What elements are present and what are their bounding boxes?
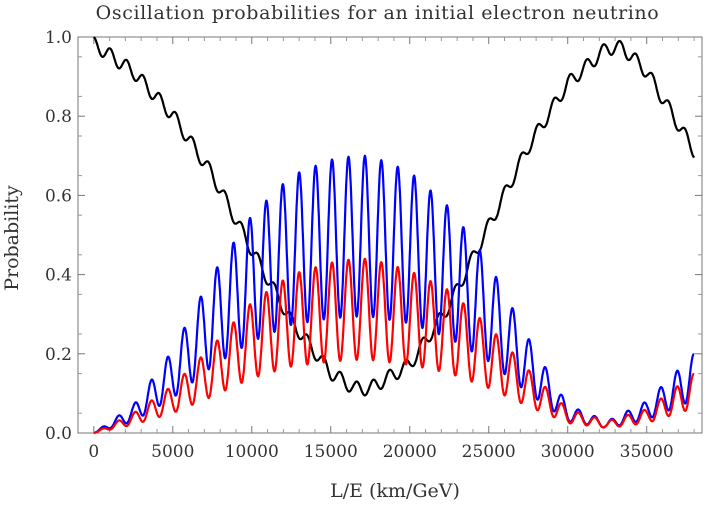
- x-tick-label: 10000: [225, 442, 279, 462]
- y-tick-label: 0.6: [45, 186, 72, 206]
- chart-title: Oscillation probabilities for an initial…: [95, 2, 660, 24]
- x-axis-label: L/E (km/GeV): [330, 480, 460, 502]
- series-group: [92, 36, 695, 435]
- y-tick-label: 0.0: [45, 424, 72, 444]
- y-tick-label: 0.8: [45, 107, 72, 127]
- x-tick-label: 20000: [383, 442, 437, 462]
- x-axis-ticks: 0 5000 10000 15000 20000 25000 30000 35000: [88, 37, 695, 462]
- series-line-2: [92, 257, 695, 435]
- x-tick-label: 30000: [541, 442, 595, 462]
- y-axis-ticks: 0.0 0.2 0.4 0.6 0.8 1.0: [45, 28, 702, 444]
- y-tick-label: 1.0: [45, 28, 72, 48]
- y-axis-label: Probability: [1, 185, 23, 291]
- y-tick-label: 0.2: [45, 345, 72, 365]
- y-tick-label: 0.4: [45, 266, 72, 286]
- x-tick-label: 0: [88, 442, 99, 462]
- x-tick-label: 15000: [304, 442, 358, 462]
- plot-frame: [77, 36, 703, 434]
- x-tick-label: 5000: [151, 442, 194, 462]
- x-tick-label: 35000: [620, 442, 674, 462]
- series-line-1: [92, 154, 695, 435]
- series-line-0: [92, 36, 695, 397]
- x-tick-label: 25000: [462, 442, 516, 462]
